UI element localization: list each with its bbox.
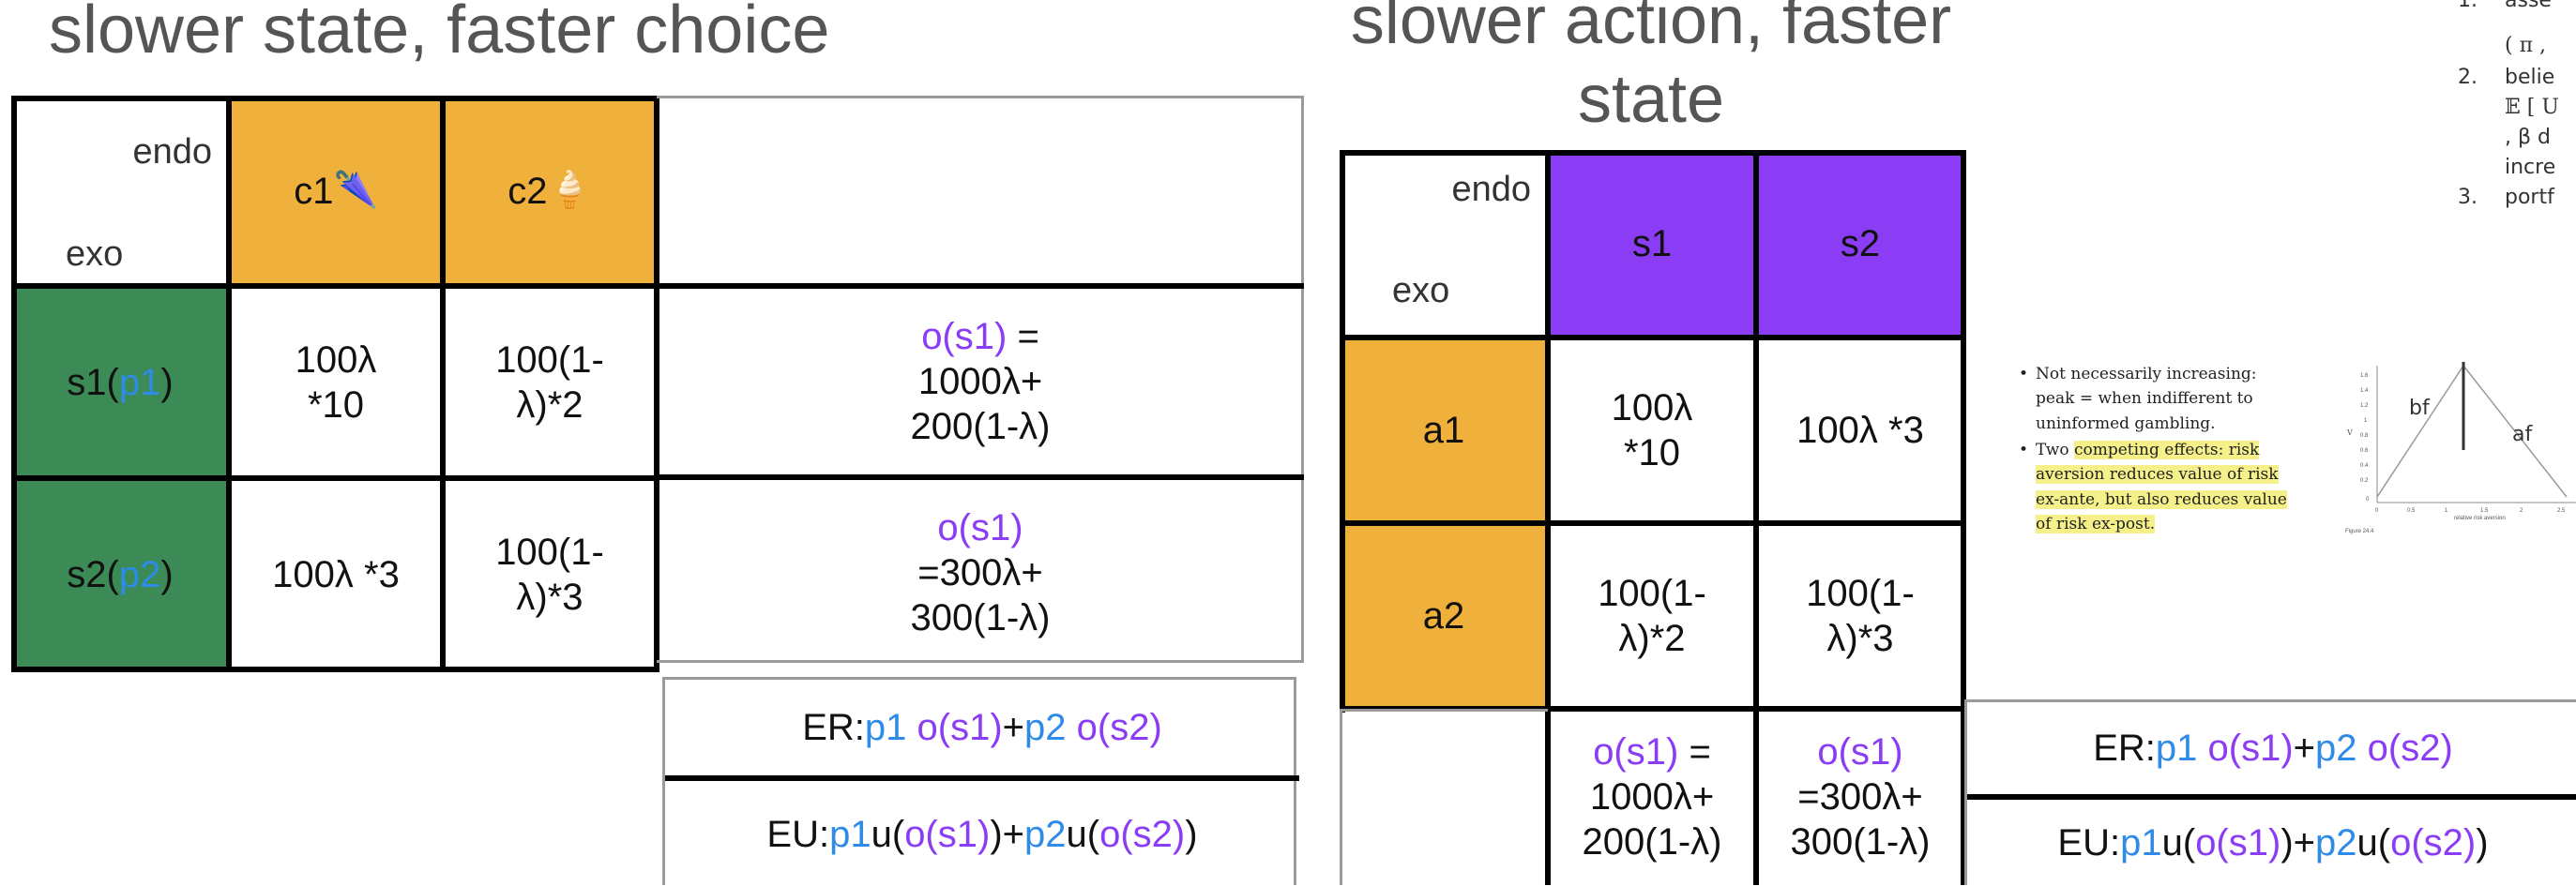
left-expected-utility: EU: p1 u(o(s1))+ p2 u(o(s2)) — [766, 814, 1198, 855]
grid-line — [226, 96, 232, 672]
cutoff-item: 3. portf — [2458, 186, 2554, 209]
mini-chart-ytick: 1.4 — [2360, 388, 2369, 394]
right-payoff-table: endo exo s1 s2 a1 100λ *10 100λ *3 a2 10… — [1340, 150, 1966, 885]
mini-chart: bf af V 1.6 1.4 1.2 1 0.8 0.6 0.4 0.2 0 … — [2341, 356, 2576, 544]
mini-chart-xtick: 1.5 — [2480, 508, 2489, 514]
mini-chart-xtick: 0 — [2375, 508, 2379, 514]
outcome-o-s2-right: o(s1) =300λ+ 300(1-λ) — [1756, 709, 1964, 885]
cutoff-item: incre — [2505, 156, 2556, 179]
mini-chart-ytick: 1.2 — [2360, 403, 2369, 409]
choice-c2-header: c2 🍦 — [443, 96, 657, 286]
mini-chart-ytick: 0.2 — [2360, 478, 2369, 484]
state-s1-label: s1(p1) — [11, 286, 229, 478]
grid-line — [1340, 150, 1966, 156]
ice-cream-icon: 🍦 — [547, 170, 592, 210]
mini-chart-xtick: 2 — [2520, 508, 2523, 514]
right-empty-outcome-cell — [1340, 709, 1548, 885]
notes-snippet: • Not necessarily increasing: peak = when… — [2019, 362, 2300, 536]
mini-chart-caption: Figure 24.4 — [2345, 529, 2374, 534]
outcome-o-s2-left: o(s1) =300λ+ 300(1-λ) — [910, 507, 1051, 638]
grid-line — [665, 775, 1299, 781]
grid-line — [1961, 150, 1966, 885]
right-corner-cell: endo exo — [1340, 150, 1548, 338]
mini-chart-xtick: 2.5 — [2557, 508, 2566, 514]
payoff-s1-c1: 100λ *10 — [229, 286, 443, 478]
grid-line — [1340, 520, 1966, 526]
payoff-a1-s1: 100λ *10 — [1548, 338, 1756, 523]
action-a1-label: a1 — [1340, 338, 1548, 523]
mini-chart-ytick: 1.6 — [2360, 373, 2369, 379]
grid-line — [440, 96, 446, 672]
left-title: slower state, faster choice — [49, 0, 830, 68]
right-expected-return: ER: p1 o(s1) + p2 o(s2) — [2093, 728, 2453, 769]
right-expected-box: ER: p1 o(s1) + p2 o(s2) EU: p1 u(o(s1))+ p2 … — [1964, 699, 2576, 885]
exo-label: exo — [66, 234, 124, 275]
payoff-a1-s2: 100λ *3 — [1756, 338, 1964, 523]
endo-label: endo — [1451, 170, 1531, 209]
grid-line — [1340, 335, 1966, 340]
grid-line — [11, 475, 659, 481]
prob-p1: p1 — [118, 361, 161, 403]
grid-line — [11, 283, 659, 289]
cutoff-item: 2. belie — [2458, 66, 2555, 89]
mini-chart-ytick: 0.8 — [2360, 433, 2369, 439]
mini-chart-af-curve — [2462, 365, 2568, 498]
mini-chart-xtick: 0.5 — [2407, 508, 2416, 514]
payoff-s2-c2: 100(1- λ)*3 — [443, 478, 657, 670]
grid-line — [1967, 794, 2576, 800]
payoff-s2-c1: 100λ *3 — [229, 478, 443, 670]
cutoff-item: , β d — [2505, 126, 2551, 149]
endo-label: endo — [132, 132, 212, 172]
c1-label: c1 — [294, 170, 334, 212]
grid-line — [657, 283, 1304, 289]
note-bullet-1: • Not necessarily increasing: peak = when… — [2019, 365, 2257, 433]
exo-label: exo — [1392, 271, 1450, 311]
grid-line — [11, 667, 659, 672]
grid-line — [1340, 706, 1966, 712]
left-expected-box: ER: p1 o(s1) + p2 o(s2) EU: p1 u(o(s1))+ p2 … — [662, 677, 1299, 885]
c2-label: c2 — [508, 170, 548, 212]
left-payoff-table: endo exo c1 🌂 c2 🍦 s1(p1) 100λ *10 100(1… — [11, 96, 659, 672]
grid-line — [11, 96, 659, 101]
left-corner-cell: endo exo — [11, 96, 229, 286]
grid-line — [1340, 150, 1345, 713]
grid-line — [657, 474, 1304, 480]
cutoff-item: 𝔼 [ U — [2505, 96, 2559, 119]
right-expected-utility: EU: p1 u(o(s1))+ p2 u(o(s2)) — [2057, 822, 2489, 863]
outcome-o-s1-left: o(s1) = 1000λ+ 200(1-λ) — [910, 316, 1051, 447]
mini-chart-ytick: 1 — [2364, 418, 2368, 424]
payoff-a2-s1: 100(1- λ)*2 — [1548, 523, 1756, 709]
cutoff-item: 1. asse — [2458, 0, 2552, 12]
mini-chart-bf-curve — [2376, 365, 2464, 498]
cutoff-list: 1. asse ( π , 2. belie 𝔼 [ U , β d incre 3… — [2458, 0, 2576, 214]
mini-chart-ylabel: V — [2346, 428, 2353, 437]
cutoff-item: ( π , — [2505, 34, 2547, 57]
umbrella-icon: 🌂 — [333, 170, 378, 210]
mini-chart-ytick: 0.6 — [2360, 448, 2369, 454]
state-s1-header: s1 — [1548, 150, 1756, 338]
mini-chart-xlabel: relative risk aversion — [2454, 516, 2506, 521]
grid-line — [11, 96, 17, 672]
mini-chart-ytick: 0.4 — [2360, 463, 2369, 469]
mini-chart-af-label: af — [2512, 423, 2533, 446]
mini-chart-bf-label: bf — [2409, 397, 2431, 420]
payoff-a2-s2: 100(1- λ)*3 — [1756, 523, 1964, 709]
grid-line — [654, 96, 659, 672]
choice-c1-header: c1 🌂 — [229, 96, 443, 286]
mini-chart-ytick: 0 — [2366, 497, 2370, 503]
state-s2-header: s2 — [1756, 150, 1964, 338]
left-expected-return: ER: p1 o(s1) + p2 o(s2) — [802, 707, 1162, 748]
action-a2-label: a2 — [1340, 523, 1548, 709]
right-title: slower action, faster state — [1350, 0, 1952, 137]
outcome-o-s1-right: o(s1) = 1000λ+ 200(1-λ) — [1548, 709, 1756, 885]
prob-p2: p2 — [118, 553, 161, 595]
state-s2-label: s2(p2) — [11, 478, 229, 670]
mini-chart-xtick: 1 — [2445, 508, 2448, 514]
left-outcome-table: o(s1) = 1000λ+ 200(1-λ) o(s1) =300λ+ 300… — [657, 96, 1304, 663]
payoff-s1-c2: 100(1- λ)*2 — [443, 286, 657, 478]
grid-line — [1545, 150, 1551, 885]
note-bullet-2: • Two competing effects: risk aversion re… — [2019, 441, 2287, 534]
grid-line — [1753, 150, 1759, 885]
mini-chart-svg: bf af V 1.6 1.4 1.2 1 0.8 0.6 0.4 0.2 0 … — [2345, 362, 2576, 534]
